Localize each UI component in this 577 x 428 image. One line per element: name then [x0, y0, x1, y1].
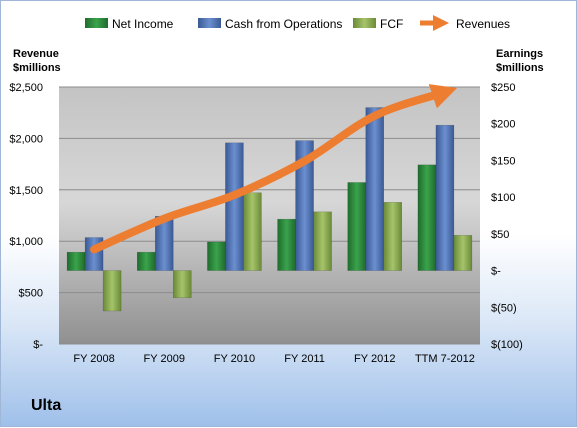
right-tick-label: $50: [491, 229, 509, 241]
legend-item-fcf: FCF: [353, 17, 403, 31]
legend-item-revenues: Revenues: [420, 17, 510, 31]
plot-area: [59, 87, 480, 344]
right-axis-title-line1: Earnings: [496, 48, 543, 60]
bar-cash-from-operations: [225, 143, 243, 271]
category-label: FY 2009: [144, 353, 185, 365]
right-tick-label: $250: [491, 82, 515, 94]
legend-item-net-income: Net Income: [85, 17, 174, 31]
bar-fcf: [243, 193, 261, 271]
category-label: FY 2012: [354, 353, 395, 365]
category-axis: FY 2008 FY 2009 FY 2010 FY 2011 FY 2012 TTM 7…: [73, 353, 474, 365]
bar-fcf: [173, 271, 191, 298]
right-tick-label: $150: [491, 155, 515, 167]
bar-net-income: [418, 165, 436, 271]
right-axis-title-line2: $millions: [496, 62, 544, 74]
legend-item-cash-from-operations: Cash from Operations: [198, 17, 342, 31]
left-axis: $- $500 $1,000 $1,500 $2,000 $2,500: [9, 82, 43, 351]
bar-net-income: [67, 252, 85, 270]
left-tick-label: $2,500: [9, 82, 43, 94]
legend: Net Income Cash from Operations FCF Reve…: [85, 17, 510, 31]
bar-cash-from-operations: [436, 125, 454, 270]
right-tick-label: $-: [491, 266, 501, 278]
left-axis-title-line2: $millions: [13, 62, 61, 74]
bar-fcf: [384, 202, 402, 270]
bar-cash-from-operations: [366, 108, 384, 271]
legend-swatch-net-income: [85, 18, 108, 28]
bar-fcf: [454, 235, 472, 270]
left-tick-label: $-: [33, 339, 43, 351]
category-label: FY 2010: [214, 353, 255, 365]
legend-label-cash-from-operations: Cash from Operations: [225, 17, 342, 31]
right-tick-label: $200: [491, 119, 515, 131]
left-tick-label: $1,000: [9, 236, 43, 248]
right-tick-label: $100: [491, 192, 515, 204]
right-axis: $(100) $(50) $- $50 $100 $150 $200 $250: [491, 82, 523, 351]
left-tick-label: $500: [19, 288, 43, 300]
bar-net-income: [348, 182, 366, 270]
left-tick-label: $2,000: [9, 133, 43, 145]
right-tick-label: $(50): [491, 302, 517, 314]
bar-net-income: [278, 219, 296, 270]
bar-fcf: [314, 212, 332, 271]
legend-label-fcf: FCF: [380, 17, 403, 31]
legend-swatch-fcf: [353, 18, 376, 28]
legend-swatch-cash-from-operations: [198, 18, 221, 28]
category-label: FY 2008: [73, 353, 114, 365]
company-label: Ulta: [31, 397, 61, 415]
left-tick-label: $1,500: [9, 185, 43, 197]
right-tick-label: $(100): [491, 339, 523, 351]
bar-fcf: [103, 271, 121, 311]
legend-label-net-income: Net Income: [112, 17, 174, 31]
legend-label-revenues: Revenues: [456, 17, 510, 31]
bar-net-income: [137, 252, 155, 270]
left-axis-title-line1: Revenue: [13, 48, 59, 60]
category-label: TTM 7-2012: [415, 353, 475, 365]
bar-net-income: [207, 242, 225, 271]
category-label: FY 2011: [284, 353, 325, 365]
